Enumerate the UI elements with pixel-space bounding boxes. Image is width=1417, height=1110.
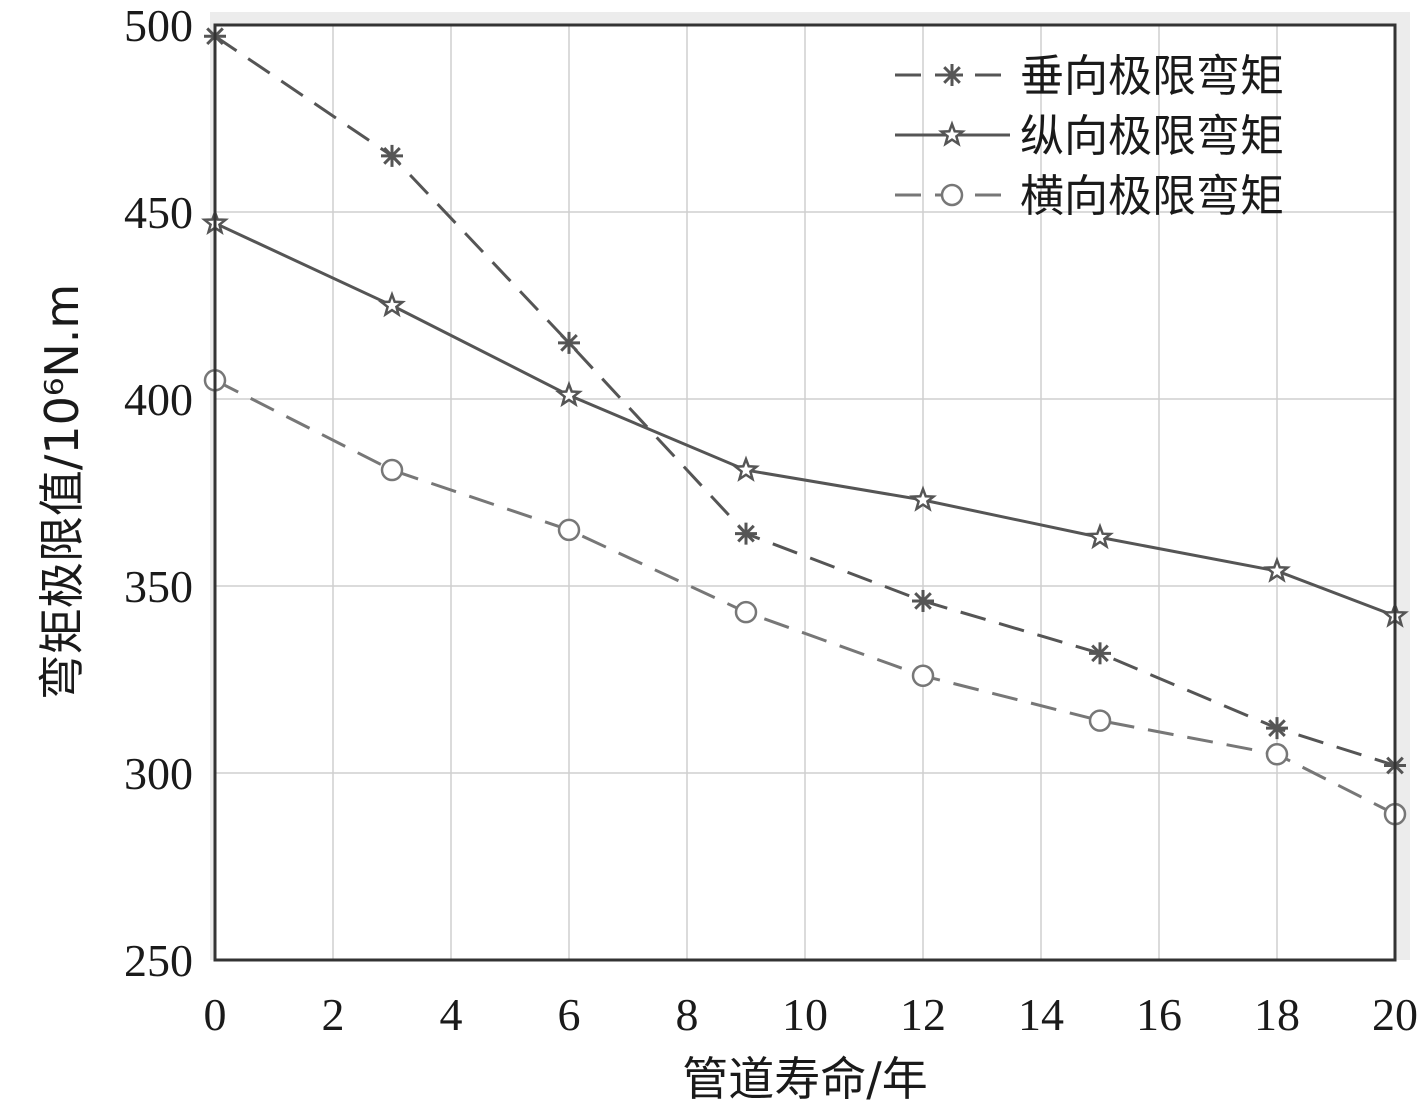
x-tick-label: 6: [558, 989, 581, 1040]
x-tick-label: 2: [322, 989, 345, 1040]
data-point: [911, 664, 935, 688]
legend-label: 横向极限弯矩: [1020, 171, 1284, 222]
data-point: [380, 458, 404, 482]
data-point: [735, 522, 757, 545]
x-tick-label: 18: [1254, 989, 1300, 1040]
x-tick-label: 12: [900, 989, 946, 1040]
data-point: [909, 485, 937, 512]
legend-label: 纵向极限弯矩: [1020, 111, 1284, 162]
series-2: [201, 208, 1409, 628]
data-point: [1263, 556, 1291, 583]
x-tick-label: 16: [1136, 989, 1182, 1040]
series-line: [214, 34, 1396, 767]
tick-labels: 0 2 4 6 8 10 12 14 16 18 20 250 300 350 400 450 500: [124, 0, 1417, 1040]
x-tick-label: 10: [782, 989, 828, 1040]
series-layer: [201, 25, 1409, 826]
x-tick-label: 4: [440, 989, 463, 1040]
data-point: [1266, 717, 1288, 740]
data-point: [1088, 709, 1112, 732]
y-axis-label: 弯矩极限值/10⁶N.m: [35, 284, 89, 700]
x-tick-label: 0: [204, 989, 227, 1040]
data-point: [734, 600, 758, 624]
data-point: [1265, 743, 1289, 766]
data-point: [555, 380, 583, 408]
series-line: [214, 221, 1396, 618]
y-tick-label: 400: [124, 374, 193, 425]
x-axis-label: 管道寿命/年: [682, 1052, 928, 1106]
data-point: [378, 290, 406, 318]
series-1: [204, 25, 1406, 777]
plot-frame: [213, 23, 1397, 962]
y-tick-label: 350: [124, 561, 193, 612]
y-tick-label: 450: [124, 187, 193, 238]
y-tick-label: 500: [124, 0, 193, 51]
series-line: [214, 378, 1396, 816]
data-point: [1086, 522, 1114, 550]
legend-label: 垂向极限弯矩: [1020, 51, 1284, 102]
legend-marker: [940, 183, 964, 207]
data-point: [1089, 642, 1111, 665]
data-point: [912, 589, 934, 612]
y-tick-label: 300: [124, 748, 193, 799]
legend-marker: [938, 120, 966, 147]
y-tick-label: 250: [124, 935, 193, 986]
data-point: [381, 144, 403, 167]
x-tick-label: 14: [1018, 989, 1064, 1040]
data-point: [732, 455, 760, 482]
data-point: [558, 331, 580, 354]
x-tick-label: 8: [676, 989, 699, 1040]
x-tick-label: 20: [1372, 989, 1417, 1040]
legend-marker: [941, 64, 963, 86]
data-point: [557, 518, 581, 542]
